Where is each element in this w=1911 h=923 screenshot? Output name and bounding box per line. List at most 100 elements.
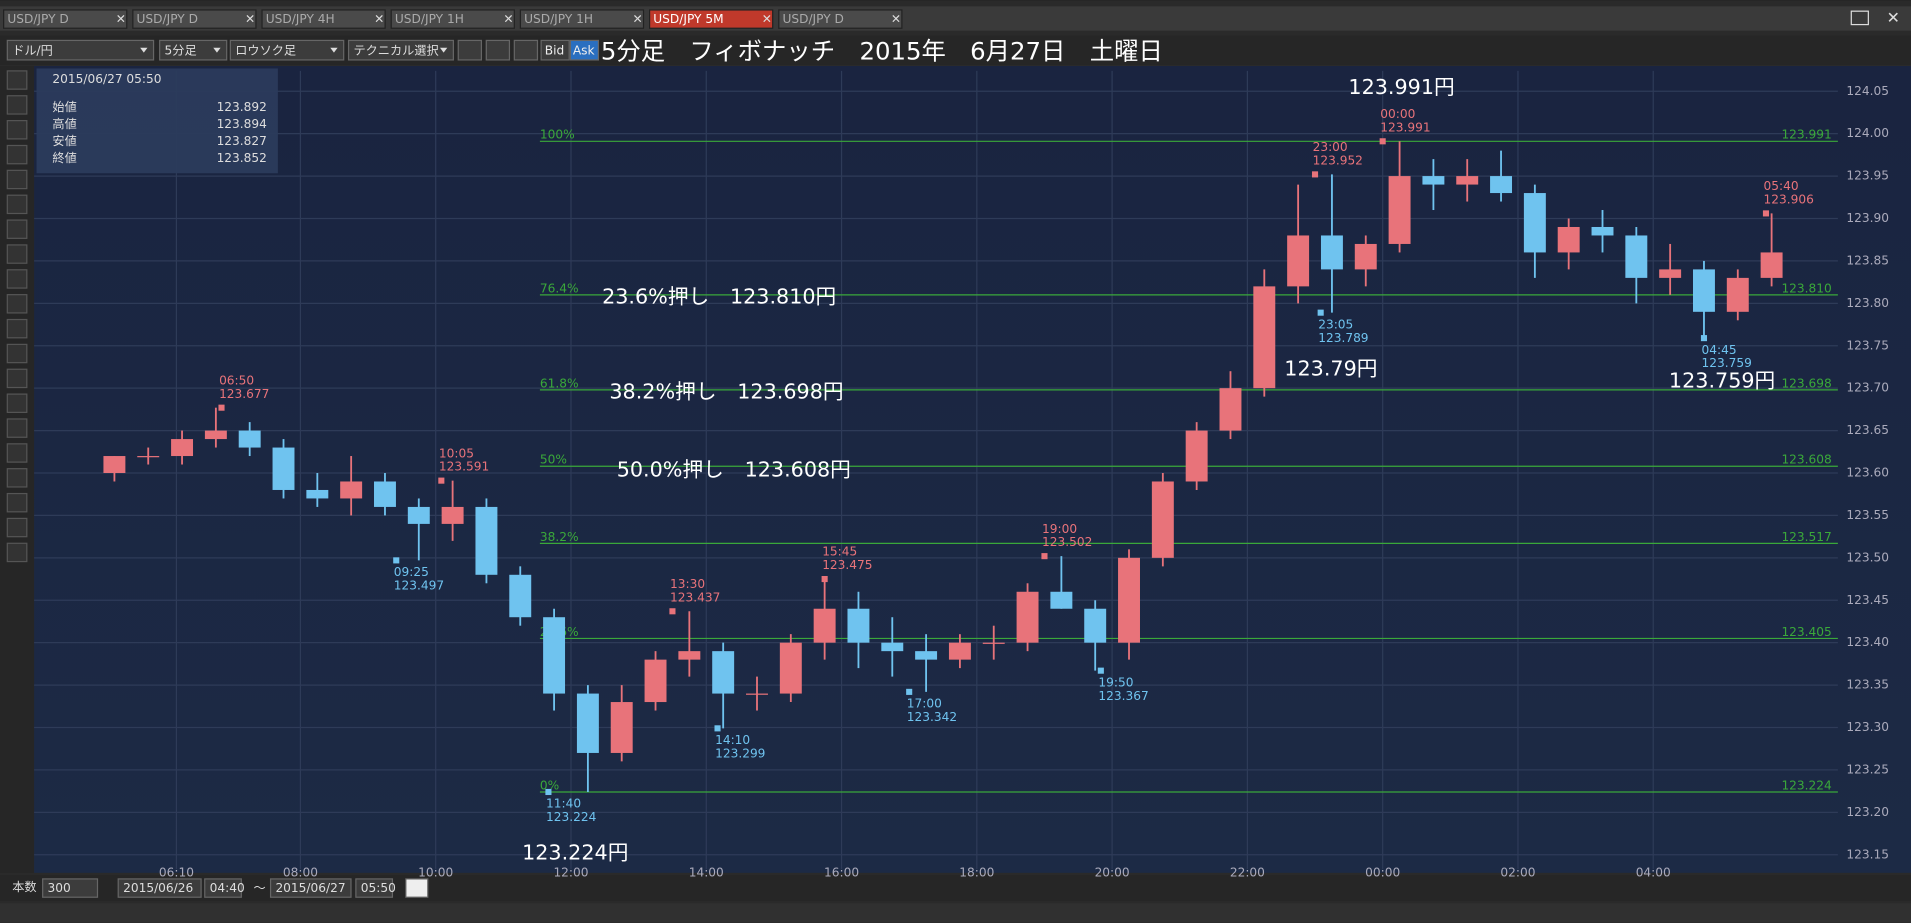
drawing-tool[interactable] <box>6 95 28 115</box>
candle-body <box>813 608 836 643</box>
tab-close[interactable]: ✕ <box>762 12 772 26</box>
footer-field[interactable] <box>355 878 394 898</box>
candle-body <box>1388 176 1411 244</box>
candle-body <box>1591 226 1614 236</box>
drawing-tool[interactable] <box>6 144 28 165</box>
tab-close[interactable]: ✕ <box>245 12 255 26</box>
close-icon[interactable]: ✕ <box>1887 8 1900 27</box>
candle-body <box>1692 269 1715 312</box>
tab-close[interactable]: ✕ <box>116 12 126 26</box>
drawing-tool[interactable] <box>6 70 28 90</box>
tab[interactable] <box>648 9 774 29</box>
footer-field[interactable] <box>204 878 242 898</box>
tab[interactable] <box>132 9 257 29</box>
x-tick-label: 20:00 <box>1095 865 1130 879</box>
fib-ratio: 38.2% <box>540 530 579 544</box>
drawing-tool[interactable] <box>6 169 28 190</box>
drawing-tool[interactable] <box>6 542 28 563</box>
info-value: 123.852 <box>217 151 267 165</box>
extreme-marker <box>1317 309 1324 316</box>
x-tick-label: 02:00 <box>1500 865 1535 879</box>
dropdown[interactable] <box>6 39 155 61</box>
drawing-tool[interactable] <box>6 244 28 264</box>
tab[interactable] <box>390 9 515 29</box>
fib-ratio: 61.8% <box>540 376 579 390</box>
y-tick-label: 124.05 <box>1846 84 1889 98</box>
tab-label: USD/JPY 4H <box>266 12 335 26</box>
tab-close[interactable]: ✕ <box>891 12 901 26</box>
extreme-price: 123.342 <box>907 710 957 724</box>
footer-separator: 〜 <box>254 881 266 895</box>
y-tick-label: 123.20 <box>1846 805 1889 819</box>
candle-body <box>306 489 329 499</box>
dropdown-arrow <box>439 47 448 53</box>
restore-icon[interactable] <box>1850 10 1869 26</box>
ask-button[interactable] <box>569 39 600 61</box>
footer-value: 04:40 <box>210 881 245 895</box>
tab[interactable] <box>778 9 903 29</box>
drawing-tool[interactable] <box>6 343 28 364</box>
dropdown[interactable] <box>347 39 454 61</box>
extreme-marker <box>1379 138 1386 145</box>
tab[interactable] <box>261 9 386 29</box>
annotation: 38.2%押し 123.698円 <box>609 380 843 404</box>
candle-body <box>272 447 295 490</box>
drawing-tool[interactable] <box>6 269 28 289</box>
undo-button[interactable] <box>405 878 429 898</box>
drawing-tool[interactable] <box>6 418 28 438</box>
tool-button[interactable] <box>457 39 483 61</box>
tab-close[interactable]: ✕ <box>374 12 384 26</box>
drawing-tool[interactable] <box>6 492 28 513</box>
extreme-marker <box>906 688 913 695</box>
candle-body <box>915 651 938 660</box>
footer-value: 05:50 <box>361 881 396 895</box>
drawing-tool[interactable] <box>6 219 28 239</box>
y-tick-label: 123.85 <box>1846 253 1889 267</box>
tab[interactable] <box>3 9 128 29</box>
dropdown-label: ロウソク足 <box>235 43 296 57</box>
candle-body <box>1219 388 1242 431</box>
candle-body <box>1253 286 1276 389</box>
extreme-time: 10:05 <box>439 446 474 460</box>
drawing-tool[interactable] <box>6 468 28 488</box>
drawing-tool[interactable] <box>6 318 28 339</box>
drawing-tool[interactable] <box>6 443 28 463</box>
footer-field[interactable] <box>117 878 202 898</box>
drawing-tool[interactable] <box>6 393 28 413</box>
footer-value: 2015/06/26 <box>123 881 193 895</box>
tab-close[interactable]: ✕ <box>633 12 643 26</box>
extreme-time: 05:40 <box>1764 179 1799 193</box>
drawing-tool[interactable] <box>6 294 28 314</box>
drawing-tool[interactable] <box>6 517 28 538</box>
footer-field[interactable] <box>42 878 99 898</box>
tool-button[interactable] <box>513 39 539 61</box>
tab[interactable] <box>519 9 645 29</box>
tool-button[interactable] <box>485 39 511 61</box>
extreme-time: 00:00 <box>1380 107 1415 121</box>
dropdown[interactable] <box>229 39 345 61</box>
y-tick-label: 123.50 <box>1846 550 1889 564</box>
candle-body <box>1726 277 1749 312</box>
candle-body <box>1625 235 1648 278</box>
bid-button[interactable] <box>540 39 570 61</box>
chart-bg <box>34 66 1911 873</box>
candle-body <box>103 456 126 474</box>
y-tick-label: 123.80 <box>1846 296 1889 310</box>
drawing-tool[interactable] <box>6 368 28 389</box>
fib-ratio: 50% <box>540 453 567 467</box>
candle-body <box>1659 269 1682 278</box>
tab-close[interactable]: ✕ <box>503 12 513 26</box>
drawing-tool[interactable] <box>6 194 28 215</box>
drawing-tool[interactable] <box>6 120 28 140</box>
y-tick-label: 123.90 <box>1846 211 1889 225</box>
y-tick-label: 123.40 <box>1846 635 1889 649</box>
tab-label: USD/JPY 1H <box>524 12 593 26</box>
info-value: 123.827 <box>217 134 267 148</box>
x-tick-label: 22:00 <box>1230 865 1265 879</box>
tab-label: USD/JPY D <box>7 12 68 26</box>
footer-field[interactable] <box>269 878 352 898</box>
candle-body <box>1557 226 1580 253</box>
dropdown-label: 5分足 <box>165 43 197 57</box>
info-label: 終値 <box>52 150 76 165</box>
dropdown[interactable] <box>159 39 228 61</box>
